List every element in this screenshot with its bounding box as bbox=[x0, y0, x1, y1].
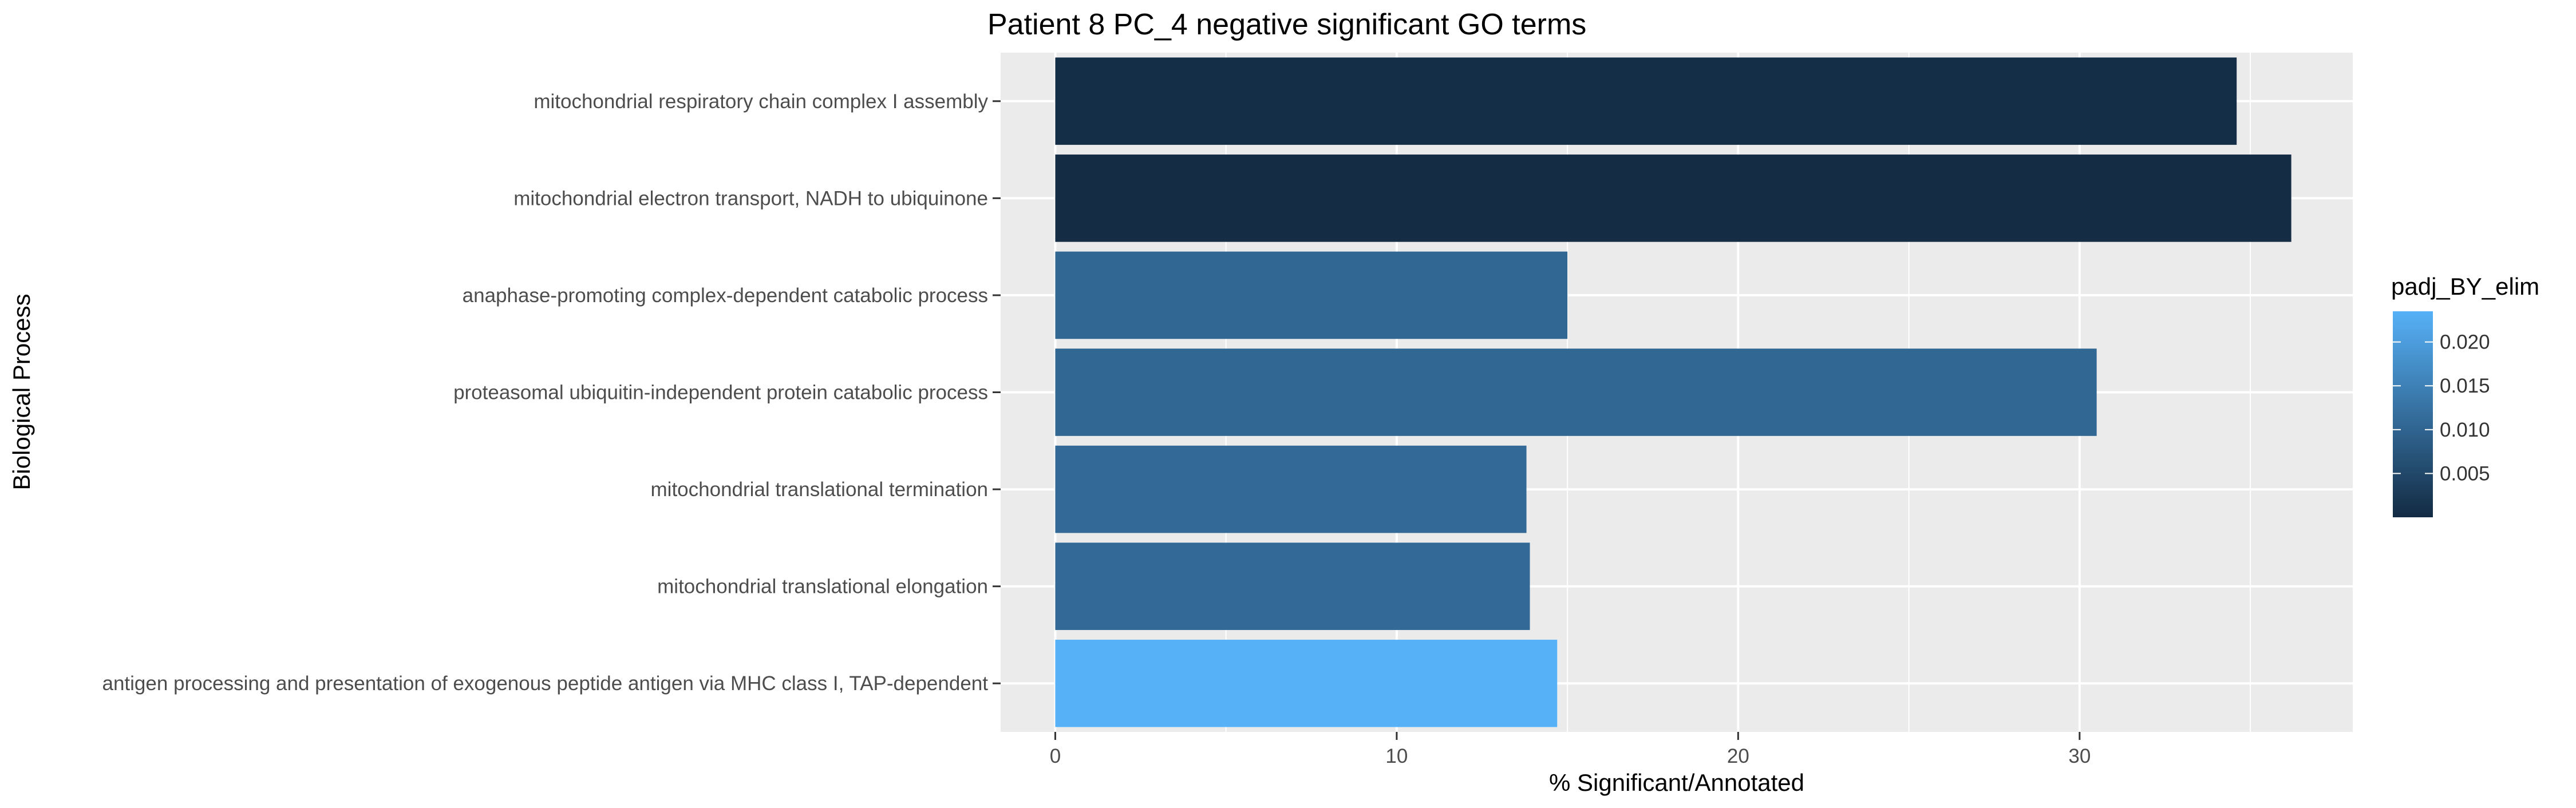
legend-colorbar bbox=[2393, 311, 2433, 517]
y-category-label: mitochondrial translational termination bbox=[651, 478, 988, 501]
bar bbox=[1055, 639, 1558, 727]
color-legend: padj_BY_elim 0.005 0.010 0.015 0.020 bbox=[2391, 273, 2539, 517]
y-category-label: antigen processing and presentation of e… bbox=[102, 672, 989, 695]
bar bbox=[1055, 542, 1530, 630]
legend-ticks: 0.005 0.010 0.015 0.020 bbox=[2393, 331, 2490, 485]
bars bbox=[1055, 57, 2291, 727]
x-axis-title: % Significant/Annotated bbox=[1549, 769, 1804, 796]
y-axis-title: Biological Process bbox=[8, 294, 35, 490]
legend-title: padj_BY_elim bbox=[2391, 273, 2539, 300]
y-category-label: mitochondrial translational elongation bbox=[657, 576, 988, 598]
bar bbox=[1055, 57, 2237, 145]
y-category-label: mitochondrial respiratory chain complex … bbox=[534, 90, 988, 113]
y-category-label: mitochondrial electron transport, NADH t… bbox=[513, 187, 988, 209]
legend-tick-label: 0.015 bbox=[2440, 375, 2490, 397]
x-tick-label: 30 bbox=[2068, 745, 2091, 767]
legend-tick-label: 0.010 bbox=[2440, 419, 2490, 441]
legend-tick-label: 0.020 bbox=[2440, 331, 2490, 354]
y-category-label: anaphase-promoting complex-dependent cat… bbox=[463, 284, 988, 307]
x-tick-label: 20 bbox=[1727, 745, 1749, 767]
bar bbox=[1055, 251, 1568, 339]
y-category-labels: mitochondrial respiratory chain complex … bbox=[102, 90, 1001, 695]
x-tick-labels: 0 10 20 30 bbox=[1050, 732, 2091, 767]
x-tick-label: 0 bbox=[1050, 745, 1061, 767]
y-category-label: proteasomal ubiquitin-independent protei… bbox=[453, 382, 988, 404]
legend-tick-label: 0.005 bbox=[2440, 462, 2490, 485]
chart-title: Patient 8 PC_4 negative significant GO t… bbox=[987, 8, 1586, 41]
x-tick-label: 10 bbox=[1385, 745, 1408, 767]
bar bbox=[1055, 155, 2291, 242]
bar bbox=[1055, 445, 1527, 533]
bar bbox=[1055, 348, 2097, 436]
